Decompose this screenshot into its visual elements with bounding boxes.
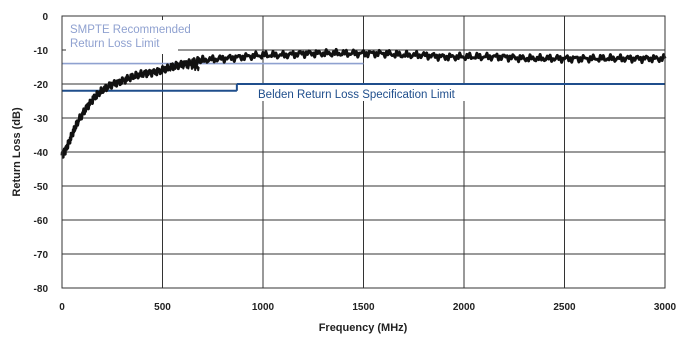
data-series	[60, 47, 667, 159]
x-tick-label: 0	[59, 302, 65, 313]
y-tick-label: -40	[34, 148, 49, 159]
x-tick-label: 3000	[654, 302, 677, 313]
x-tick-label: 2000	[453, 302, 476, 313]
y-tick-label: 0	[42, 12, 48, 23]
y-tick-label: -80	[34, 284, 49, 295]
y-tick-label: -30	[34, 114, 49, 125]
x-axis-label: Frequency (MHz)	[319, 322, 408, 334]
y-tick-label: -70	[34, 250, 49, 261]
annotations: SMPTE Recommended Return Loss Limit Belden…	[66, 20, 467, 101]
smpte-label: SMPTE Recommended	[70, 24, 191, 36]
x-tick-label: 1500	[352, 302, 375, 313]
y-tick-label: -20	[34, 80, 49, 91]
smpte-label: Return Loss Limit	[70, 38, 160, 50]
x-tick-label: 1000	[252, 302, 275, 313]
reference-lines	[62, 62, 665, 92]
smpte-label-background	[66, 20, 178, 54]
y-tick-label: -60	[34, 216, 49, 227]
belden-label: Belden Return Loss Specification Limit	[258, 89, 456, 101]
y-tick-label: -10	[34, 46, 49, 57]
return-loss-trace	[60, 47, 667, 159]
y-tick-label: -50	[34, 182, 49, 193]
x-tick-label: 2500	[553, 302, 576, 313]
return-loss-trace-secondary	[161, 60, 200, 73]
x-tick-label: 500	[154, 302, 171, 313]
plot-frame	[61, 15, 666, 289]
y-tick-labels: 0 -10 -20 -30 -40 -50 -60 -70 -80	[34, 12, 49, 295]
y-axis-label: Return Loss (dB)	[11, 107, 23, 197]
x-tick-labels: 0 500 1000 1500 2000 2500 3000	[59, 302, 676, 313]
belden-label-background	[255, 85, 467, 101]
